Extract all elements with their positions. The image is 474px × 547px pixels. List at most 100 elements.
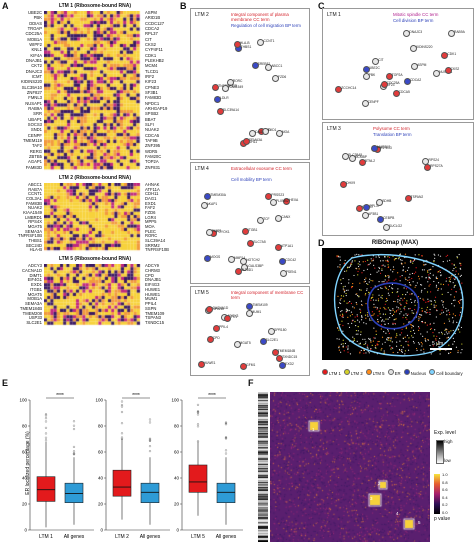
gene-label: SRR <box>33 111 42 117</box>
transcript-dot <box>343 289 345 291</box>
panel-c-ltm3-network: LTM 3 Polysome CC term Translation BP te… <box>322 122 474 236</box>
transcript-dot <box>345 311 347 313</box>
transcript-dot <box>410 330 412 333</box>
transcript-dot <box>345 294 347 297</box>
gene-label: SLFI <box>145 121 154 127</box>
transcript-dot <box>461 343 463 345</box>
transcript-dot <box>460 263 462 265</box>
transcript-dot <box>423 299 425 301</box>
transcript-dot <box>444 328 447 330</box>
transcript-dot <box>439 255 442 257</box>
transcript-dot <box>448 320 451 322</box>
network-node <box>204 255 212 263</box>
y-tick-label: 20 <box>22 502 28 507</box>
gene-label: RAB9A <box>28 105 42 111</box>
transcript-dot <box>408 267 410 269</box>
outlier-point <box>196 410 200 413</box>
transcript-dot <box>429 323 431 326</box>
network-node <box>409 45 417 53</box>
network-node-label: SLC38A5 <box>348 152 363 157</box>
network-node-label: AKAP1 <box>206 201 218 206</box>
transcript-dot <box>426 324 428 326</box>
network-node-label: TSPAN3 <box>211 307 224 312</box>
network-node-label: SLC39A14 <box>222 107 239 112</box>
transcript-dot <box>378 280 380 283</box>
transcript-dot <box>429 272 431 274</box>
transcript-dot <box>342 288 344 290</box>
transcript-dot <box>439 337 441 340</box>
transcript-dot <box>435 339 437 341</box>
network-node <box>261 127 269 135</box>
outlier-point <box>44 436 48 439</box>
gene-label: SEMA3A <box>25 301 42 307</box>
transcript-dot <box>433 304 435 306</box>
transcript-dot <box>340 295 343 297</box>
transcript-dot <box>387 330 389 332</box>
transcript-dot <box>453 286 455 288</box>
transcript-dot <box>407 349 410 351</box>
transcript-dot <box>380 349 382 351</box>
transcript-dot <box>428 278 430 280</box>
outlier-point <box>44 417 48 420</box>
transcript-dot <box>392 271 394 273</box>
outlier-point <box>148 450 152 453</box>
transcript-dot <box>452 343 454 345</box>
transcript-dot <box>407 279 409 281</box>
network-node-label: TMEM184B <box>277 348 296 353</box>
y-tick-label: 60 <box>98 450 104 455</box>
transcript-dot <box>339 314 341 316</box>
transcript-dot <box>434 329 436 331</box>
transcript-dot <box>386 281 388 283</box>
network-node <box>363 204 371 212</box>
transcript-dot <box>369 262 371 264</box>
transcript-dot <box>457 328 460 330</box>
transcript-dot <box>411 310 413 312</box>
network-node <box>441 52 449 60</box>
transcript-dot <box>385 332 387 334</box>
transcript-dot <box>366 314 369 316</box>
transcript-dot <box>435 305 437 307</box>
transcript-dot <box>399 280 401 282</box>
transcript-dot <box>390 340 392 342</box>
network-node <box>424 163 432 171</box>
transcript-dot <box>344 259 346 262</box>
transcript-dot <box>375 330 377 332</box>
transcript-dot <box>379 272 382 274</box>
transcript-dot <box>339 323 341 326</box>
network-node-label: EXD2 <box>285 362 294 367</box>
outlier-point <box>196 413 200 416</box>
transcript-dot <box>439 353 441 355</box>
ltm5-heatmap-title: LTM 5 (Ribosome-bound RNA) <box>58 256 132 262</box>
transcript-dot <box>351 313 353 316</box>
outlier-point <box>196 411 200 414</box>
transcript-dot <box>356 319 359 321</box>
transcript-dot <box>446 314 448 316</box>
transcript-dot <box>424 287 426 290</box>
legend-swatch <box>343 369 350 375</box>
transcript-dot <box>376 343 378 345</box>
transcript-dot <box>409 284 411 286</box>
transcript-dot <box>370 299 372 301</box>
transcript-dot <box>354 316 356 318</box>
transcript-dot <box>389 309 391 311</box>
gene-label: PBK <box>33 15 42 21</box>
ltm-marker-label: 2 <box>378 481 381 486</box>
gene-label: SEMA3A <box>25 228 42 234</box>
transcript-dot <box>424 339 426 341</box>
network-node <box>403 30 411 38</box>
transcript-dot <box>460 274 462 276</box>
transcript-dot <box>458 314 461 316</box>
transcript-dot <box>360 349 362 352</box>
transcript-dot <box>423 261 425 263</box>
transcript-dot <box>410 335 413 337</box>
transcript-dot <box>461 298 463 301</box>
transcript-dot <box>348 326 351 329</box>
gene-label: USP33 <box>28 315 42 321</box>
transcript-dot <box>385 260 387 262</box>
transcript-dot <box>420 341 422 344</box>
gene-label: MGAT5 <box>27 223 42 229</box>
significance-label: **** <box>208 393 216 399</box>
transcript-dot <box>339 299 341 301</box>
transcript-dot <box>405 327 407 330</box>
transcript-dot <box>346 309 349 311</box>
